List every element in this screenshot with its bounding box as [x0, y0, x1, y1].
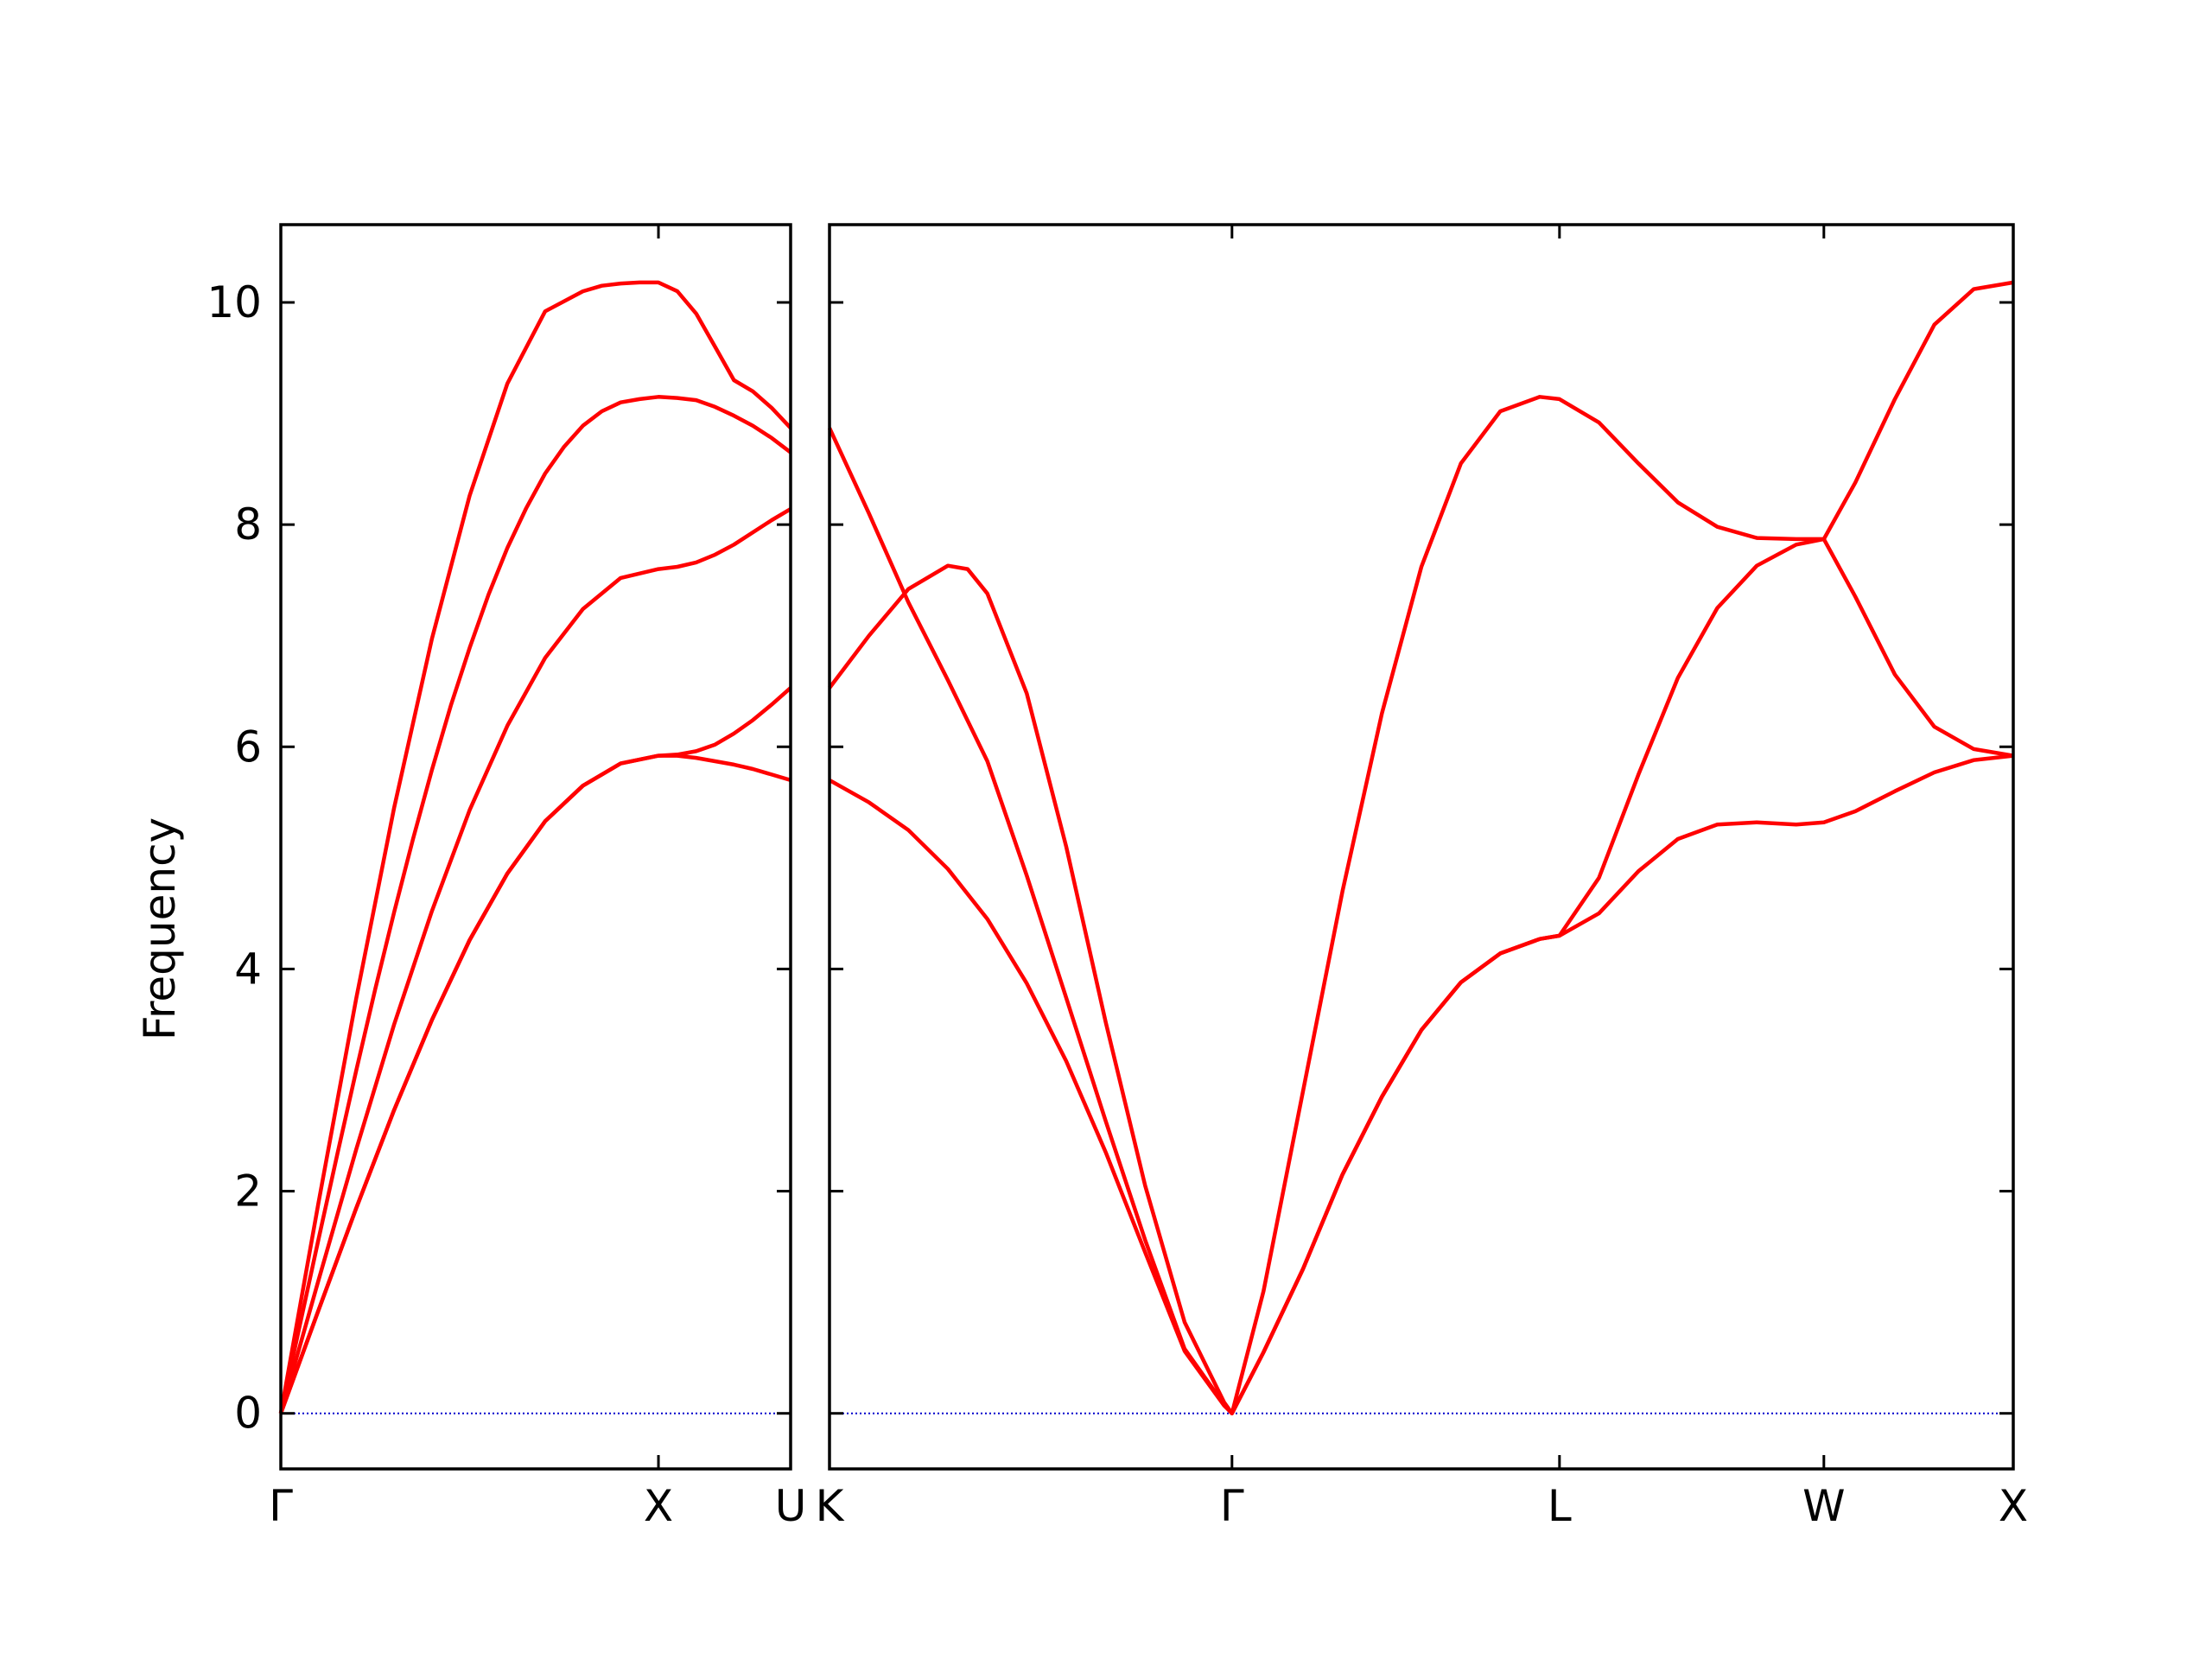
xtick-label-Γ: Γ: [1220, 1481, 1244, 1531]
xtick-label-L: L: [1548, 1481, 1572, 1531]
ytick-label: 4: [234, 944, 262, 994]
left-band-2: [278, 753, 791, 1414]
left-panel: 0 2 4 6 8 10 Γ X U: [207, 223, 807, 1531]
y-axis-label: Frequency: [135, 817, 185, 1040]
left-band-5: [278, 686, 792, 1414]
ytick-label: 2: [234, 1166, 262, 1217]
xtick-label-U: U: [775, 1481, 807, 1531]
xtick-label-Γ: Γ: [269, 1481, 293, 1531]
ytick-label: 0: [234, 1389, 262, 1439]
right-panel-frame: [828, 223, 2015, 1471]
right-band-2: [827, 427, 2014, 1415]
left-band-1: [278, 395, 792, 1414]
left-panel-frame: [279, 223, 792, 1471]
left-band-4: [278, 280, 792, 1414]
xtick-label-W: W: [1802, 1481, 1845, 1531]
xtick-label-K: K: [816, 1481, 845, 1531]
ytick-label: 10: [207, 277, 262, 327]
xtick-label-X: X: [1999, 1481, 2028, 1531]
left-band-3: [278, 507, 792, 1414]
right-band-1: [828, 753, 2014, 1415]
ytick-label: 8: [234, 499, 262, 550]
xtick-label-X: X: [644, 1481, 673, 1531]
ytick-label: 6: [234, 721, 262, 772]
right-band-3: [828, 280, 2014, 1415]
